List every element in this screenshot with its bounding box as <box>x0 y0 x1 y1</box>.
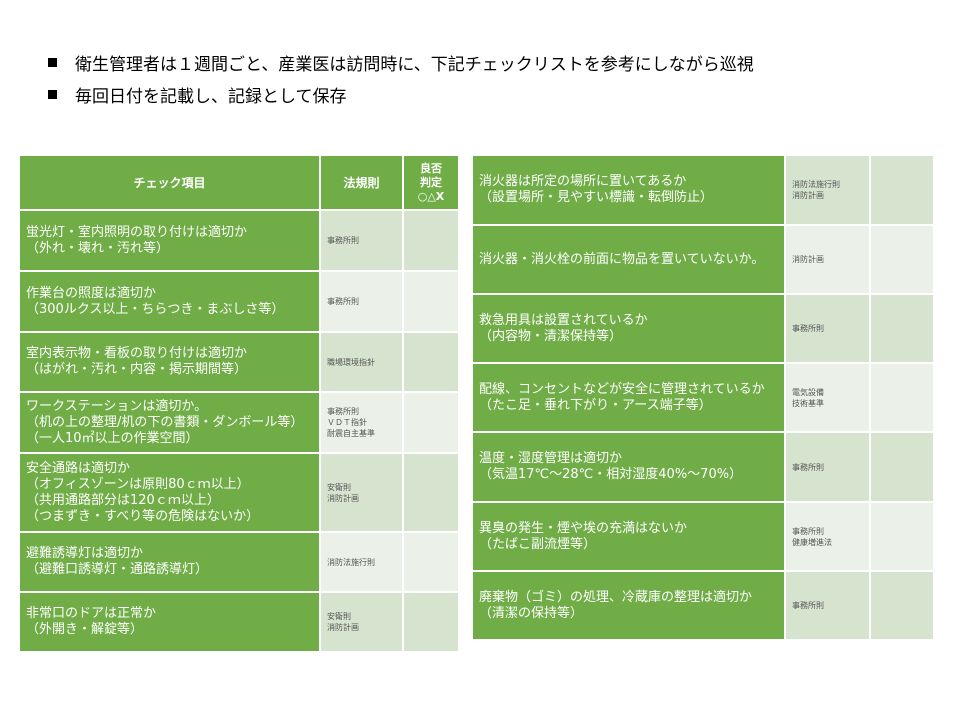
header-judge: 良否 判定 ○△X <box>402 154 460 211</box>
judgement-cell[interactable] <box>869 293 935 364</box>
table-row: 室内表示物・看板の取り付けは適切か （はがれ・汚れ・内容・掲示期間等） 職場環境指… <box>18 331 460 393</box>
law-cell: 事務所則 <box>784 431 871 503</box>
judgement-cell[interactable] <box>402 209 460 272</box>
table-row: 安全通路は適切か （オフィスゾーンは原則80ｃｍ以上） （共用通路部分は120ｃ… <box>18 452 460 533</box>
checklist-table-left: チェック項目 法規則 良否 判定 ○△X 蛍光灯・室内照明の取り付けは適切か （… <box>18 154 460 653</box>
table-row: 作業台の照度は適切か （300ルクス以上・ちらつき・まぶしさ等） 事務所則 <box>18 270 460 333</box>
check-item: 作業台の照度は適切か （300ルクス以上・ちらつき・まぶしさ等） <box>18 270 321 333</box>
judgement-cell[interactable] <box>402 452 460 533</box>
law-cell: 安衛則 消防計画 <box>319 452 404 533</box>
judgement-cell[interactable] <box>402 331 460 393</box>
table-row: 救急用具は設置されているか （内容物・清潔保持等） 事務所則 <box>471 293 935 364</box>
judgement-cell[interactable] <box>869 362 935 433</box>
judgement-cell[interactable] <box>869 431 935 503</box>
checklist-table-right: 消火器は所定の場所に置いてあるか （設置場所・見やすい標識・転倒防止） 消防法施行… <box>471 154 935 641</box>
check-item: 異臭の発生・煙や埃の充満はないか （たばこ副流煙等） <box>471 501 786 572</box>
judgement-cell[interactable] <box>869 224 935 295</box>
bullet-item: 衛生管理者は１週間ごと、産業医は訪問時に、下記チェックリストを参考にしながら巡視 <box>48 46 754 78</box>
check-item: 避難誘導灯は適切か （避難口誘導灯・通路誘導灯） <box>18 531 321 593</box>
judgement-cell[interactable] <box>869 154 935 226</box>
law-cell: 事務所則 ＶＤＴ指針 耐震自主基準 <box>319 391 404 454</box>
table-row: 蛍光灯・室内照明の取り付けは適切か （外れ・壊れ・汚れ等） 事務所則 <box>18 209 460 272</box>
check-item: 蛍光灯・室内照明の取り付けは適切か （外れ・壊れ・汚れ等） <box>18 209 321 272</box>
check-item: 廃棄物（ゴミ）の処理、冷蔵庫の整理は適切か （清潔の保持等） <box>471 570 786 641</box>
square-bullet-icon <box>48 57 57 67</box>
judgement-cell[interactable] <box>402 270 460 333</box>
law-cell: 消防計画 <box>784 224 871 295</box>
table-row: 配線、コンセントなどが安全に管理されているか （たこ足・垂れ下がり・アース端子等… <box>471 362 935 433</box>
bullet-text: 衛生管理者は１週間ごと、産業医は訪問時に、下記チェックリストを参考にしながら巡視 <box>75 54 754 75</box>
check-item: ワークステーションは適切か。 （机の上の整理/机の下の書類・ダンボール等） （一… <box>18 391 321 454</box>
header-item: チェック項目 <box>18 154 321 211</box>
table-row: 異臭の発生・煙や埃の充満はないか （たばこ副流煙等） 事務所則 健康増進法 <box>471 501 935 572</box>
table-row: 温度・湿度管理は適切か （気温17℃～28℃・相対湿度40%～70%） 事務所則 <box>471 431 935 503</box>
table-row: 避難誘導灯は適切か （避難口誘導灯・通路誘導灯） 消防法施行則 <box>18 531 460 593</box>
check-item: 救急用具は設置されているか （内容物・清潔保持等） <box>471 293 786 364</box>
check-item: 安全通路は適切か （オフィスゾーンは原則80ｃｍ以上） （共用通路部分は120ｃ… <box>18 452 321 533</box>
law-cell: 電気設備 技術基準 <box>784 362 871 433</box>
square-bullet-icon <box>48 89 57 99</box>
table-row: 非常口のドアは正常か （外開き・解錠等） 安衛則 消防計画 <box>18 591 460 653</box>
table-header-row: チェック項目 法規則 良否 判定 ○△X <box>18 154 460 211</box>
law-cell: 事務所則 <box>784 293 871 364</box>
law-cell: 事務所則 <box>319 270 404 333</box>
header-law: 法規則 <box>319 154 404 211</box>
law-cell: 事務所則 健康増進法 <box>784 501 871 572</box>
law-cell: 消防法施行則 消防計画 <box>784 154 871 226</box>
check-item: 配線、コンセントなどが安全に管理されているか （たこ足・垂れ下がり・アース端子等… <box>471 362 786 433</box>
table-row: 消火器・消火栓の前面に物品を置いていないか。 消防計画 <box>471 224 935 295</box>
judgement-cell[interactable] <box>402 531 460 593</box>
bullet-item: 毎回日付を記載し、記録として保存 <box>48 78 754 110</box>
table-row: ワークステーションは適切か。 （机の上の整理/机の下の書類・ダンボール等） （一… <box>18 391 460 454</box>
check-item: 消火器・消火栓の前面に物品を置いていないか。 <box>471 224 786 295</box>
bullet-text: 毎回日付を記載し、記録として保存 <box>75 86 347 107</box>
check-item: 消火器は所定の場所に置いてあるか （設置場所・見やすい標識・転倒防止） <box>471 154 786 226</box>
judgement-cell[interactable] <box>402 591 460 653</box>
table-row: 廃棄物（ゴミ）の処理、冷蔵庫の整理は適切か （清潔の保持等） 事務所則 <box>471 570 935 641</box>
check-item: 非常口のドアは正常か （外開き・解錠等） <box>18 591 321 653</box>
law-cell: 消防法施行則 <box>319 531 404 593</box>
judgement-cell[interactable] <box>869 501 935 572</box>
law-cell: 職場環境指針 <box>319 331 404 393</box>
judgement-cell[interactable] <box>869 570 935 641</box>
table-row: 消火器は所定の場所に置いてあるか （設置場所・見やすい標識・転倒防止） 消防法施行… <box>471 154 935 226</box>
check-item: 室内表示物・看板の取り付けは適切か （はがれ・汚れ・内容・掲示期間等） <box>18 331 321 393</box>
law-cell: 事務所則 <box>319 209 404 272</box>
law-cell: 安衛則 消防計画 <box>319 591 404 653</box>
judgement-cell[interactable] <box>402 391 460 454</box>
instructions: 衛生管理者は１週間ごと、産業医は訪問時に、下記チェックリストを参考にしながら巡視… <box>48 46 754 110</box>
law-cell: 事務所則 <box>784 570 871 641</box>
check-item: 温度・湿度管理は適切か （気温17℃～28℃・相対湿度40%～70%） <box>471 431 786 503</box>
